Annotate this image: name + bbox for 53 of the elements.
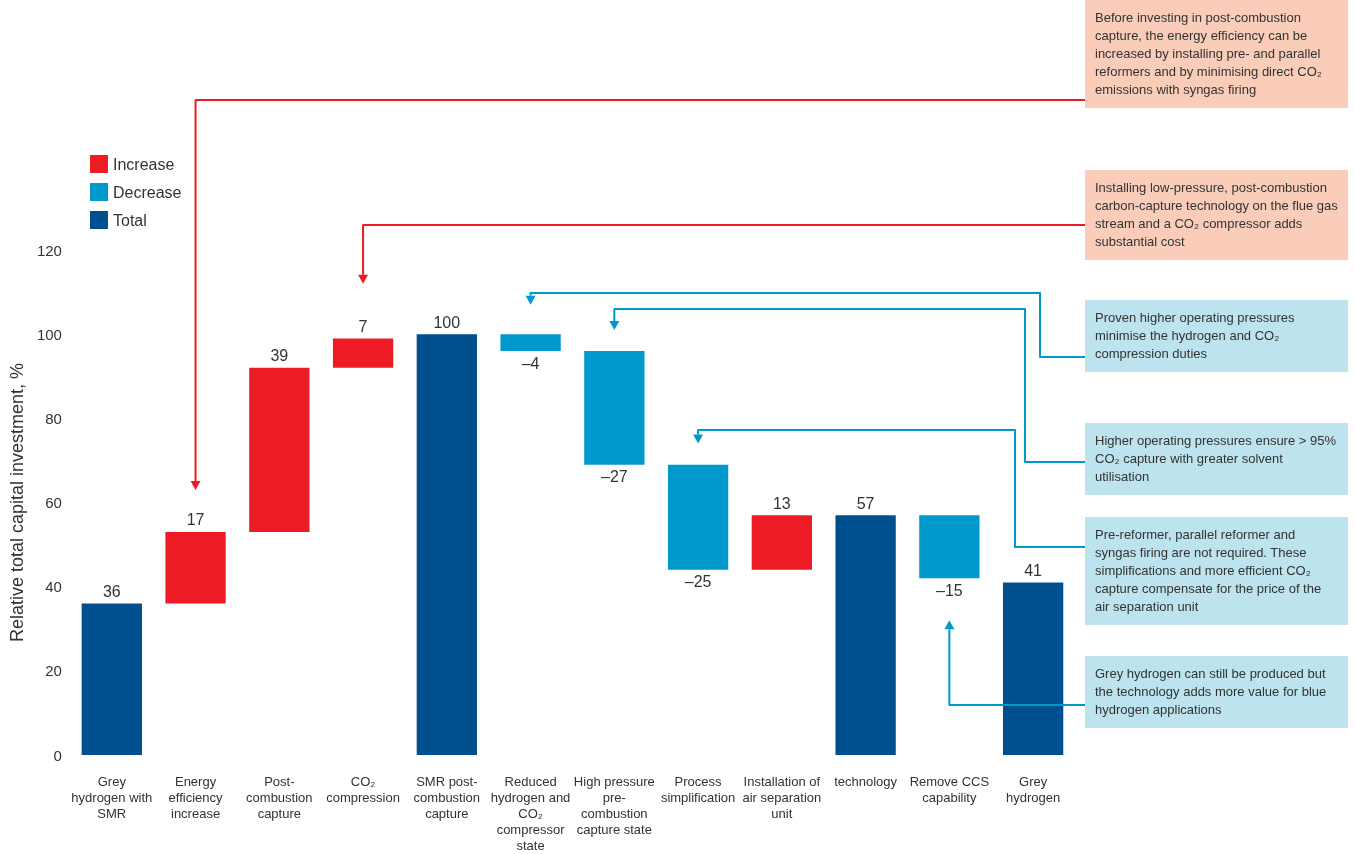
bar [500,334,561,351]
data-label: 13 [772,494,791,512]
text: Pre-reformer, parallel reformer and syngas firing are not required. These simplifications and more efficient CO₂ capture compensate for the price of the air separation unit [1085,517,1348,625]
data-label: –25 [684,573,712,591]
text: Proven higher operating pressures minimise the hydrogen and CO₂ compression duties [1085,300,1348,372]
bar [165,531,226,604]
text: Higher operating pressures ensure > 95% CO₂ capture with greater solvent utilisation [1085,423,1348,495]
bar [249,367,310,532]
data-label: –15 [936,581,963,599]
legend-label: Increase [113,155,175,173]
data-label: 7 [358,317,368,335]
x-tick-label: High pressure pre-combustion capture state [573,773,655,837]
bar [835,515,896,755]
x-tick-label: Post-combustion capture [246,773,313,821]
data-label: 100 [433,313,461,331]
bar [332,338,394,368]
bar [1002,582,1064,755]
x-tick-label: CO₂ compression [326,773,400,805]
text: Installing low-pressure, post-combustion carbon-capture technology on the flue gas stream and a CO₂ compressor adds substantial cost [1085,170,1348,260]
bar [416,334,477,755]
bar [667,464,729,570]
text: Before investing in post-combustion capture, the energy efficiency can be increased by installing pre- and parallel reformers and by minimising direct CO₂ emissions with syngas firing [1085,0,1348,108]
y-tick-label: 0 [53,746,62,764]
bar [919,515,980,579]
bar [81,603,142,755]
data-label: –4 [521,354,540,372]
data-label: 57 [856,494,875,512]
x-tick-label: Energy efficiency increase [168,773,224,821]
data-label: 36 [102,583,121,600]
y-tick-label: 100 [36,325,62,343]
x-tick-label: Grey hydrogen with SMR [71,773,153,821]
x-tick-label: SMR post-combustion capture [413,773,481,821]
x-tick-label: Grey hydrogen [1006,773,1061,805]
x-tick-label: Remove CCS capability [909,773,990,805]
text: Grey hydrogen can still be produced but the technology adds more value for blue hydrogen applications [1085,656,1348,728]
bar [584,351,645,465]
y-tick-label: 40 [45,578,62,596]
y-tick-label: 20 [45,662,62,680]
data-label: 41 [1024,561,1043,579]
y-tick-label: 80 [45,409,62,427]
data-label: 17 [186,511,205,529]
legend-label: Decrease [113,183,182,201]
y-tick-label: 120 [36,241,62,259]
y-axis-title: Relative total capital investment, % [7,362,27,643]
data-label: –27 [600,468,628,486]
data-label: 39 [270,347,289,365]
x-tick-label: Reduced hydrogen and CO₂ compressor state [490,773,571,853]
bar [751,515,813,570]
legend-label: Total [113,211,147,229]
y-tick-label: 60 [45,494,62,511]
x-tick-label: technology [834,773,898,789]
x-tick-label: Process simplification [660,773,736,805]
x-tick-label: Installation of air separation unit [742,773,822,821]
